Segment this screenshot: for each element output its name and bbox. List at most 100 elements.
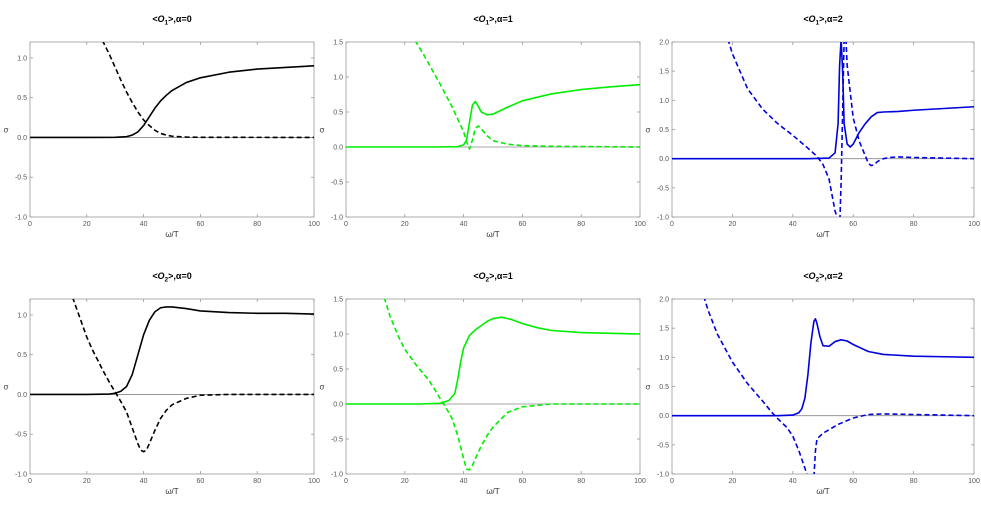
x-tick-label: 20 <box>401 478 409 485</box>
x-tick-label: 60 <box>849 478 857 485</box>
x-tick-label: 40 <box>140 221 148 228</box>
y-tick-label: 1.0 <box>17 55 27 62</box>
x-axis-label: ω/T <box>816 230 829 239</box>
panel-1: 0 20 40 60 80 100 -1.0 -0.5 0.0 0.5 1.0 ω/T σ <O1>,α=… <box>4 14 320 239</box>
y-tick-label: 1.5 <box>659 69 669 76</box>
y-tick-label: 1.0 <box>17 312 27 319</box>
y-axis-label: σ <box>320 126 325 135</box>
panel-2: 0 20 40 60 80 100 -1.0 -0.5 0.0 0.5 1.0 1.5 ω/T σ <O1>… <box>320 14 646 239</box>
x-tick-label: 60 <box>849 221 857 228</box>
x-tick-label: 60 <box>197 221 205 228</box>
solid-series-line <box>672 42 974 160</box>
x-tick-label: 0 <box>28 478 32 485</box>
x-tick-label: 40 <box>460 221 468 228</box>
y-tick-label: -1.0 <box>15 215 27 222</box>
y-tick-label: 1.0 <box>659 98 669 105</box>
plot-frame <box>671 298 975 475</box>
plot-frame <box>345 298 641 475</box>
x-tick-label: 100 <box>968 478 980 485</box>
y-tick-label: -0.5 <box>15 175 27 182</box>
y-tick-label: 0.0 <box>659 413 669 420</box>
x-axis-label: ω/T <box>816 487 829 496</box>
y-tick-label: 0.5 <box>333 367 343 374</box>
x-tick-label: 60 <box>197 478 205 485</box>
dashed-series-line <box>727 42 838 217</box>
x-tick-label: 40 <box>789 221 797 228</box>
y-tick-label: 0.5 <box>17 95 27 102</box>
y-axis-label: σ <box>646 126 651 135</box>
x-axis-label: ω/T <box>165 487 178 496</box>
panel-title: <O2>,α=2 <box>803 271 842 284</box>
x-tick-label: 20 <box>729 221 737 228</box>
y-tick-label: 1.5 <box>333 40 343 47</box>
x-tick-label: 20 <box>83 221 91 228</box>
y-tick-label: 0.0 <box>17 135 27 142</box>
dashed-series-line <box>845 42 974 167</box>
plot-frame <box>29 41 315 218</box>
plot-frame <box>671 41 975 218</box>
x-tick-label: 20 <box>729 478 737 485</box>
panel-6: 0 20 40 60 80 100 -1.0 -0.5 0.0 0.5 1.0 1.5 2.0 ω/T σ <… <box>646 271 980 496</box>
dashed-series-line <box>72 299 314 453</box>
panel-title: <O2>,α=0 <box>152 271 191 284</box>
panel-4: 0 20 40 60 80 100 -1.0 -0.5 0.0 0.5 1.0 ω/T σ <O2>,α=… <box>4 271 320 496</box>
x-tick-label: 60 <box>519 221 527 228</box>
y-tick-label: 0.5 <box>333 110 343 117</box>
y-axis-label: σ <box>646 383 651 392</box>
x-tick-label: 100 <box>634 478 646 485</box>
x-tick-label: 0 <box>670 478 674 485</box>
dashed-series-line <box>839 42 845 217</box>
y-tick-label: -0.5 <box>657 442 669 449</box>
y-tick-label: 0.5 <box>659 384 669 391</box>
x-tick-label: 0 <box>670 221 674 228</box>
y-tick-label: 0.5 <box>17 352 27 359</box>
y-tick-label: 2.0 <box>659 297 669 304</box>
dashed-series-line <box>415 42 640 150</box>
panel-title: <O2>,α=1 <box>473 271 512 284</box>
panel-5: 0 20 40 60 80 100 -1.0 -0.5 0.0 0.5 1.0 1.5 ω/T σ <O2>… <box>320 271 646 496</box>
solid-series-line <box>30 65 314 139</box>
x-tick-label: 100 <box>634 221 646 228</box>
y-tick-label: -1.0 <box>331 472 343 479</box>
y-tick-label: -1.0 <box>331 215 343 222</box>
solid-series-line <box>672 318 974 417</box>
y-tick-label: 0.0 <box>333 402 343 409</box>
y-tick-label: 1.5 <box>333 297 343 304</box>
x-tick-label: 80 <box>253 221 261 228</box>
x-tick-label: 40 <box>789 478 797 485</box>
plot-frame <box>29 298 315 475</box>
panel-title: <O1>,α=2 <box>803 14 842 27</box>
x-tick-label: 80 <box>253 478 261 485</box>
panel-title: <O1>,α=0 <box>152 14 191 27</box>
x-tick-label: 80 <box>577 221 585 228</box>
y-tick-label: -0.5 <box>15 432 27 439</box>
y-tick-label: 0.0 <box>333 145 343 152</box>
y-tick-label: 1.0 <box>333 332 343 339</box>
y-tick-label: 0.5 <box>659 127 669 134</box>
x-axis-label: ω/T <box>165 230 178 239</box>
x-tick-label: 60 <box>519 478 527 485</box>
y-tick-label: 2.0 <box>659 40 669 47</box>
plot-frame <box>345 41 641 218</box>
x-tick-label: 80 <box>910 478 918 485</box>
x-tick-label: 0 <box>344 478 348 485</box>
y-tick-label: 1.5 <box>659 326 669 333</box>
x-tick-label: 20 <box>83 478 91 485</box>
y-tick-label: -1.0 <box>657 472 669 479</box>
x-tick-label: 20 <box>401 221 409 228</box>
y-tick-label: -0.5 <box>331 180 343 187</box>
x-tick-label: 0 <box>28 221 32 228</box>
y-axis-label: σ <box>320 383 325 392</box>
dashed-series-line <box>703 299 808 474</box>
y-tick-label: 1.0 <box>333 75 343 82</box>
panel-3: 0 20 40 60 80 100 -1.0 -0.5 0.0 0.5 1.0 1.5 2.0 ω/T σ <… <box>646 14 980 239</box>
x-tick-label: 40 <box>140 478 148 485</box>
y-axis-label: σ <box>4 383 9 392</box>
y-tick-label: 0.0 <box>659 156 669 163</box>
dashed-series-line <box>102 42 314 139</box>
y-tick-label: 1.0 <box>659 355 669 362</box>
y-tick-label: -1.0 <box>657 215 669 222</box>
dashed-series-line <box>813 413 974 474</box>
solid-series-line <box>346 316 640 405</box>
